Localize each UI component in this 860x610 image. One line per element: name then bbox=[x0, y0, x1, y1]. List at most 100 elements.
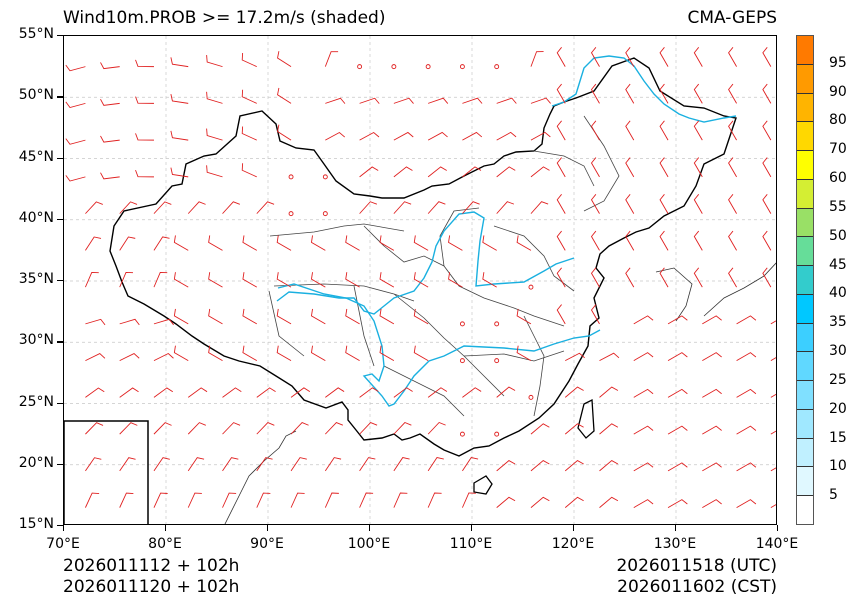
calm-wind-icon bbox=[322, 174, 328, 180]
calm-wind-icon bbox=[322, 211, 328, 217]
wind-barb-icon bbox=[256, 457, 273, 472]
wind-barb-icon bbox=[693, 230, 703, 251]
wind-barb-icon bbox=[667, 388, 688, 398]
wind-barb-icon bbox=[241, 126, 257, 141]
wind-barb-icon bbox=[276, 345, 292, 362]
wind-barb-icon bbox=[556, 120, 566, 141]
wind-barb-icon bbox=[427, 421, 446, 435]
wind-barb-icon bbox=[590, 267, 600, 288]
calm-wind-icon bbox=[494, 321, 500, 327]
lat-tick bbox=[57, 463, 63, 466]
colorbar-segment bbox=[797, 408, 813, 438]
province-boundaries bbox=[268, 115, 620, 417]
wind-barb-icon bbox=[659, 194, 669, 214]
colorbar-segment bbox=[797, 380, 813, 409]
wind-barb-icon bbox=[427, 97, 449, 104]
wind-barb-icon bbox=[633, 388, 654, 398]
colorbar-label: 80 bbox=[829, 112, 847, 129]
lat-tick bbox=[57, 280, 63, 282]
wind-barb-icon bbox=[187, 422, 206, 435]
wind-barb-icon bbox=[276, 308, 292, 325]
yangtze-river bbox=[277, 283, 601, 407]
colorbar-label: 10 bbox=[829, 458, 847, 475]
wind-barb-icon bbox=[153, 422, 172, 435]
model-source-label: CMA-GEPS bbox=[687, 8, 777, 28]
wind-barb-icon bbox=[393, 201, 412, 214]
wind-barb-icon bbox=[135, 169, 154, 178]
wind-barb-icon bbox=[590, 304, 600, 325]
init-time-block: 2026011112 + 102h 2026011120 + 102h bbox=[63, 556, 239, 598]
wind-barb-icon bbox=[393, 387, 413, 398]
wind-barb-icon bbox=[85, 422, 104, 435]
colorbar-label: 60 bbox=[829, 170, 847, 187]
calm-wind-icon bbox=[288, 211, 294, 217]
wind-barb-icon bbox=[345, 345, 360, 362]
wind-barb-icon bbox=[693, 47, 703, 67]
wind-barb-icon bbox=[100, 62, 120, 70]
wind-barb-icon bbox=[119, 387, 139, 398]
wind-barb-icon bbox=[462, 457, 479, 472]
wind-barb-icon bbox=[599, 496, 619, 508]
wind-barb-icon bbox=[462, 166, 482, 178]
wind-barb-icon bbox=[173, 308, 189, 325]
wind-barb-icon bbox=[564, 386, 584, 398]
wind-barb-icon bbox=[590, 83, 600, 104]
wind-barb-icon bbox=[324, 422, 344, 435]
wind-barb-icon bbox=[625, 194, 635, 214]
wind-barb-icon bbox=[599, 386, 619, 398]
wind-barb-icon bbox=[310, 272, 326, 288]
calm-wind-icon bbox=[459, 321, 465, 327]
wind-barb-icon bbox=[256, 492, 271, 508]
init-time-utc: 2026011112 + 102h bbox=[63, 556, 240, 576]
wind-barb-icon bbox=[153, 492, 168, 508]
colorbar-label: 70 bbox=[829, 141, 847, 158]
wind-barb-icon bbox=[625, 157, 635, 178]
wind-barb-icon bbox=[65, 64, 86, 72]
wind-barb-icon bbox=[276, 235, 292, 251]
wind-barb-icon bbox=[590, 120, 600, 141]
wind-barb-icon bbox=[276, 272, 292, 288]
lat-tick-label: 35°N bbox=[18, 271, 54, 287]
wind-barb-icon bbox=[659, 157, 669, 178]
taiwan-coastline bbox=[577, 398, 595, 439]
colorbar-segment bbox=[797, 495, 813, 524]
wind-barb-icon bbox=[556, 157, 566, 178]
wind-barb-icon bbox=[770, 504, 776, 509]
wind-barb-icon bbox=[153, 352, 174, 362]
wind-barb-icon bbox=[325, 387, 345, 398]
calm-wind-icon bbox=[528, 394, 534, 400]
wind-barb-icon bbox=[427, 166, 447, 178]
wind-barb-icon bbox=[222, 201, 240, 214]
wind-barb-icon bbox=[135, 133, 154, 141]
colorbar-label: 15 bbox=[829, 429, 847, 446]
wind-barb-icon bbox=[625, 47, 635, 67]
wind-barb-icon bbox=[462, 387, 482, 398]
colorbar-segment bbox=[797, 63, 813, 93]
wind-barb-icon bbox=[702, 352, 722, 362]
wind-barb-icon bbox=[530, 131, 551, 141]
lon-tick-label: 140°E bbox=[755, 536, 799, 552]
calm-wind-icon bbox=[391, 64, 397, 70]
wind-barb-icon bbox=[702, 388, 722, 398]
wind-barb-icon bbox=[379, 308, 395, 325]
calm-wind-icon bbox=[494, 431, 500, 437]
wind-barb-icon bbox=[770, 357, 776, 362]
wind-barb-icon bbox=[206, 55, 223, 68]
wind-barb-icon bbox=[633, 425, 654, 435]
wind-barb-icon bbox=[310, 235, 326, 251]
wind-barb-icon bbox=[728, 230, 737, 251]
wind-barbs-layer bbox=[65, 47, 776, 509]
wind-barb-icon bbox=[762, 47, 772, 67]
wind-barb-icon bbox=[359, 492, 374, 508]
wind-barb-icon bbox=[345, 272, 360, 288]
wind-barb-icon bbox=[170, 167, 189, 178]
wind-barb-icon bbox=[516, 345, 532, 362]
wind-barb-icon bbox=[530, 166, 550, 178]
wind-barb-icon bbox=[659, 47, 669, 67]
wind-barb-icon bbox=[206, 91, 223, 104]
wind-barb-icon bbox=[277, 124, 292, 141]
wind-barb-icon bbox=[359, 457, 376, 472]
wind-barb-icon bbox=[413, 272, 429, 288]
wind-barb-icon bbox=[153, 201, 172, 214]
lon-tick bbox=[369, 525, 371, 531]
